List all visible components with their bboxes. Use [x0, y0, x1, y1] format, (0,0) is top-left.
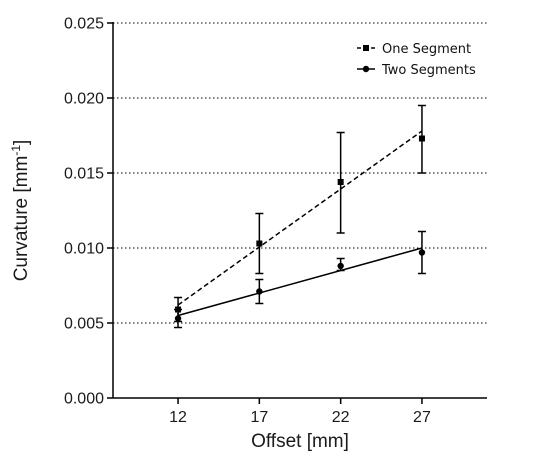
y-tick-label: 0.000 [64, 391, 104, 408]
error-bars [174, 104, 426, 329]
x-tick-label: 12 [169, 409, 187, 426]
data-point-one-segment [256, 240, 263, 247]
fit-line-one-segment [177, 130, 423, 306]
fit-lines [177, 130, 423, 317]
y-tick-label: 0.025 [64, 16, 104, 33]
legend-label-two-segments: Two Segments [381, 63, 476, 78]
legend: One Segment Two Segments [357, 42, 476, 78]
data-point-two-segments [418, 249, 426, 256]
fit-line-two-segments [177, 247, 423, 317]
y-tick-label: 0.020 [64, 91, 104, 108]
legend-entry-one-segment: One Segment [357, 42, 471, 57]
legend-marker-circle [362, 65, 370, 73]
data-point-two-segments [337, 262, 344, 270]
data-point-one-segment [418, 135, 425, 142]
legend-label-one-segment: One Segment [382, 42, 471, 57]
y-axis-title: Curvature [mm-1] [9, 140, 32, 282]
y-tick-label: 0.005 [64, 316, 104, 333]
data-markers [174, 135, 426, 322]
x-axis-title: Offset [mm] [251, 431, 349, 452]
x-tick-label: 22 [332, 409, 350, 426]
y-axis-title-superscript: -1 [9, 145, 23, 156]
y-tick-label: 0.010 [64, 241, 104, 258]
axes [112, 22, 487, 399]
legend-entry-two-segments: Two Segments [357, 63, 476, 78]
y-tick-label: 0.015 [64, 166, 104, 183]
y-axis-title-main: Curvature [mm [11, 156, 32, 282]
y-axis-title-close: ] [11, 140, 32, 145]
data-point-one-segment [175, 306, 182, 313]
data-point-one-segment [337, 179, 344, 185]
legend-marker-square [363, 45, 369, 51]
data-point-two-segments [174, 315, 182, 322]
ticks: 0.000 0.005 0.010 0.015 0.020 0.025 12 17 22 27 [64, 16, 431, 427]
x-tick-label: 17 [250, 409, 268, 426]
x-tick-label: 27 [413, 409, 431, 426]
data-point-two-segments [256, 288, 263, 295]
